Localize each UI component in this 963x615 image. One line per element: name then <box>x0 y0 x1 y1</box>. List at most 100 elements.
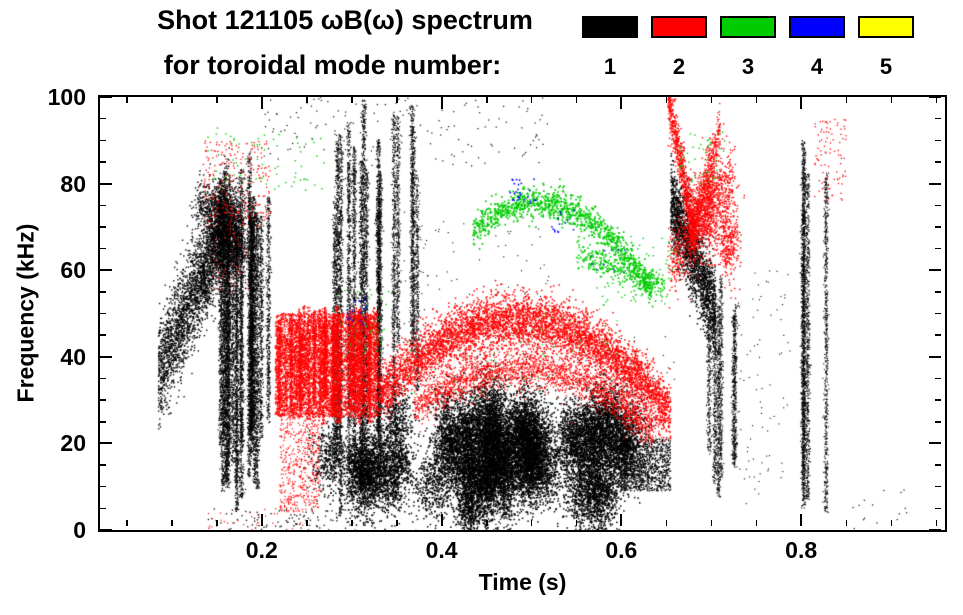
legend-label-mode-2: 2 <box>672 54 686 79</box>
axis-tick <box>486 520 488 526</box>
legend-label-mode-1: 1 <box>603 54 617 79</box>
axis-tick <box>171 520 173 526</box>
axis-tick <box>306 520 308 526</box>
axis-tick <box>260 97 263 109</box>
axis-tick <box>575 520 578 526</box>
axis-tick <box>396 520 398 526</box>
axis-tick <box>935 520 937 526</box>
axis-tick <box>935 312 941 315</box>
chart-title: Shot 121105 ωB(ω) spectrum <box>157 5 533 35</box>
axis-tick <box>935 399 941 401</box>
axis-tick <box>100 117 106 120</box>
axis-tick <box>100 269 112 272</box>
axis-tick <box>530 97 533 103</box>
axis-tick <box>100 421 106 423</box>
axis-tick <box>100 442 112 445</box>
axis-tick <box>100 312 106 315</box>
axis-tick <box>665 520 668 526</box>
axis-tick <box>100 204 106 206</box>
axis-tick <box>935 117 941 120</box>
axis-tick <box>100 291 106 293</box>
axis-tick <box>935 226 941 228</box>
axis-tick <box>216 520 218 526</box>
legend-swatch-mode-2 <box>651 16 707 38</box>
axis-tick <box>929 355 941 358</box>
axis-tick <box>100 182 112 185</box>
axis-tick <box>935 377 941 380</box>
axis-tick <box>755 97 758 103</box>
legend-swatch-mode-5 <box>858 16 914 38</box>
axis-tick <box>800 514 803 526</box>
legend: 1 2 3 4 5 <box>582 16 952 92</box>
axis-tick <box>800 97 803 109</box>
axis-tick <box>935 421 941 423</box>
axis-tick <box>351 97 353 103</box>
axis-tick <box>100 96 112 98</box>
axis-tick <box>845 97 848 103</box>
axis-tick <box>171 97 173 103</box>
legend-swatch-mode-4 <box>789 16 845 38</box>
axis-tick <box>935 247 941 250</box>
axis-tick <box>935 291 941 293</box>
axis-tick <box>440 514 443 526</box>
axis-tick <box>935 507 941 510</box>
x-tick-label: 0.6 <box>605 537 638 563</box>
axis-tick <box>620 97 623 109</box>
axis-tick <box>100 355 112 358</box>
axis-tick <box>890 97 893 103</box>
axis-tick <box>100 226 106 228</box>
axis-tick <box>100 464 106 466</box>
legend-swatch-mode-3 <box>720 16 776 38</box>
axis-tick <box>935 139 941 142</box>
y-tick-label: 20 <box>60 430 86 457</box>
legend-label-mode-4: 4 <box>810 54 824 79</box>
y-tick-label: 80 <box>60 170 86 197</box>
axis-tick <box>530 520 533 526</box>
legend-swatch-mode-1 <box>582 16 638 38</box>
axis-tick <box>845 520 848 526</box>
axis-tick <box>100 247 106 250</box>
legend-label-mode-5: 5 <box>879 54 893 79</box>
axis-tick <box>929 442 941 445</box>
axis-tick <box>929 269 941 272</box>
axis-tick <box>100 139 106 142</box>
axis-tick <box>126 97 128 103</box>
y-tick-label: 40 <box>60 343 86 370</box>
legend-label-mode-3: 3 <box>741 54 755 79</box>
axis-tick <box>935 97 937 103</box>
axis-tick <box>351 520 353 526</box>
axis-tick <box>100 529 112 531</box>
axis-tick <box>755 520 758 526</box>
axis-tick <box>216 97 218 103</box>
axis-tick <box>575 97 578 103</box>
y-tick-label: 60 <box>60 257 86 284</box>
axis-tick <box>935 204 941 206</box>
axis-tick <box>935 161 941 163</box>
x-tick-label: 0.2 <box>245 537 278 563</box>
axis-tick <box>929 96 941 98</box>
axis-tick <box>710 97 713 103</box>
plot-area <box>98 95 947 532</box>
axis-tick <box>890 520 893 526</box>
axis-tick <box>126 520 128 526</box>
axis-tick <box>929 529 941 531</box>
axis-tick <box>665 97 668 103</box>
axis-tick <box>935 485 941 488</box>
axis-tick <box>260 514 263 526</box>
axis-tick <box>100 399 106 401</box>
axis-tick <box>935 464 941 466</box>
axis-tick <box>100 485 106 488</box>
axis-tick <box>100 377 106 380</box>
axis-tick <box>935 334 941 336</box>
spectrogram-canvas <box>100 97 945 530</box>
x-tick-label: 0.4 <box>425 537 458 563</box>
y-tick-label: 0 <box>73 517 86 543</box>
axis-tick <box>710 520 713 526</box>
x-axis-title: Time (s) <box>478 569 567 595</box>
y-tick-label: 100 <box>47 84 86 110</box>
axis-tick <box>396 97 398 103</box>
axis-tick <box>100 161 106 163</box>
chart-subtitle: for toroidal mode number: <box>163 50 502 80</box>
x-tick-label: 0.8 <box>785 537 818 563</box>
